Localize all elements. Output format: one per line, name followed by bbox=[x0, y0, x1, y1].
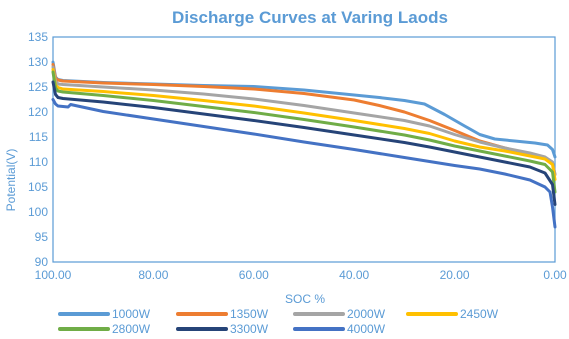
x-tick-label: 20.00 bbox=[440, 268, 470, 282]
legend-item-1000w: 1000W bbox=[58, 307, 151, 321]
legend-label: 2000W bbox=[347, 307, 386, 321]
legend-item-2450w: 2450W bbox=[406, 307, 499, 321]
legend-label: 2450W bbox=[460, 307, 499, 321]
legend-item-1350w: 1350W bbox=[176, 307, 269, 321]
legend-label: 4000W bbox=[347, 322, 386, 336]
plot-area-frame bbox=[52, 36, 556, 263]
series-line-3300w bbox=[51, 80, 557, 206]
x-axis-title: SOC % bbox=[285, 292, 325, 306]
y-tick-label: 95 bbox=[35, 230, 49, 244]
series-line-2800w bbox=[51, 70, 557, 194]
y-tick-label: 105 bbox=[28, 180, 48, 194]
x-tick-label: 40.00 bbox=[339, 268, 369, 282]
legend-item-2800w: 2800W bbox=[58, 322, 151, 336]
series-line-4000w bbox=[51, 98, 557, 229]
y-tick-label: 135 bbox=[28, 30, 48, 44]
legend-label: 3300W bbox=[230, 322, 269, 336]
y-tick-label: 90 bbox=[35, 255, 49, 269]
series-line-2450w bbox=[51, 68, 557, 181]
y-tick-label: 110 bbox=[29, 155, 48, 169]
chart-title: Discharge Curves at Varing Laods bbox=[172, 8, 448, 27]
y-tick-label: 115 bbox=[29, 130, 48, 144]
legend-item-2000w: 2000W bbox=[293, 307, 386, 321]
legend-label: 1350W bbox=[230, 307, 269, 321]
x-tick-label: 0.00 bbox=[543, 268, 567, 282]
y-tick-label: 125 bbox=[28, 80, 48, 94]
series-line-2000w bbox=[51, 65, 557, 176]
legend-label: 1000W bbox=[112, 307, 151, 321]
y-tick-label: 100 bbox=[28, 205, 48, 219]
x-tick-label: 80.00 bbox=[138, 268, 168, 282]
legend-item-4000w: 4000W bbox=[293, 322, 386, 336]
legend-item-3300w: 3300W bbox=[176, 322, 269, 336]
y-axis-title: Potential(V) bbox=[4, 149, 18, 212]
x-tick-label: 100.00 bbox=[35, 268, 72, 282]
legend-label: 2800W bbox=[112, 322, 151, 336]
x-tick-label: 60.00 bbox=[239, 268, 269, 282]
y-tick-label: 130 bbox=[28, 55, 48, 69]
y-tick-label: 120 bbox=[28, 105, 48, 119]
